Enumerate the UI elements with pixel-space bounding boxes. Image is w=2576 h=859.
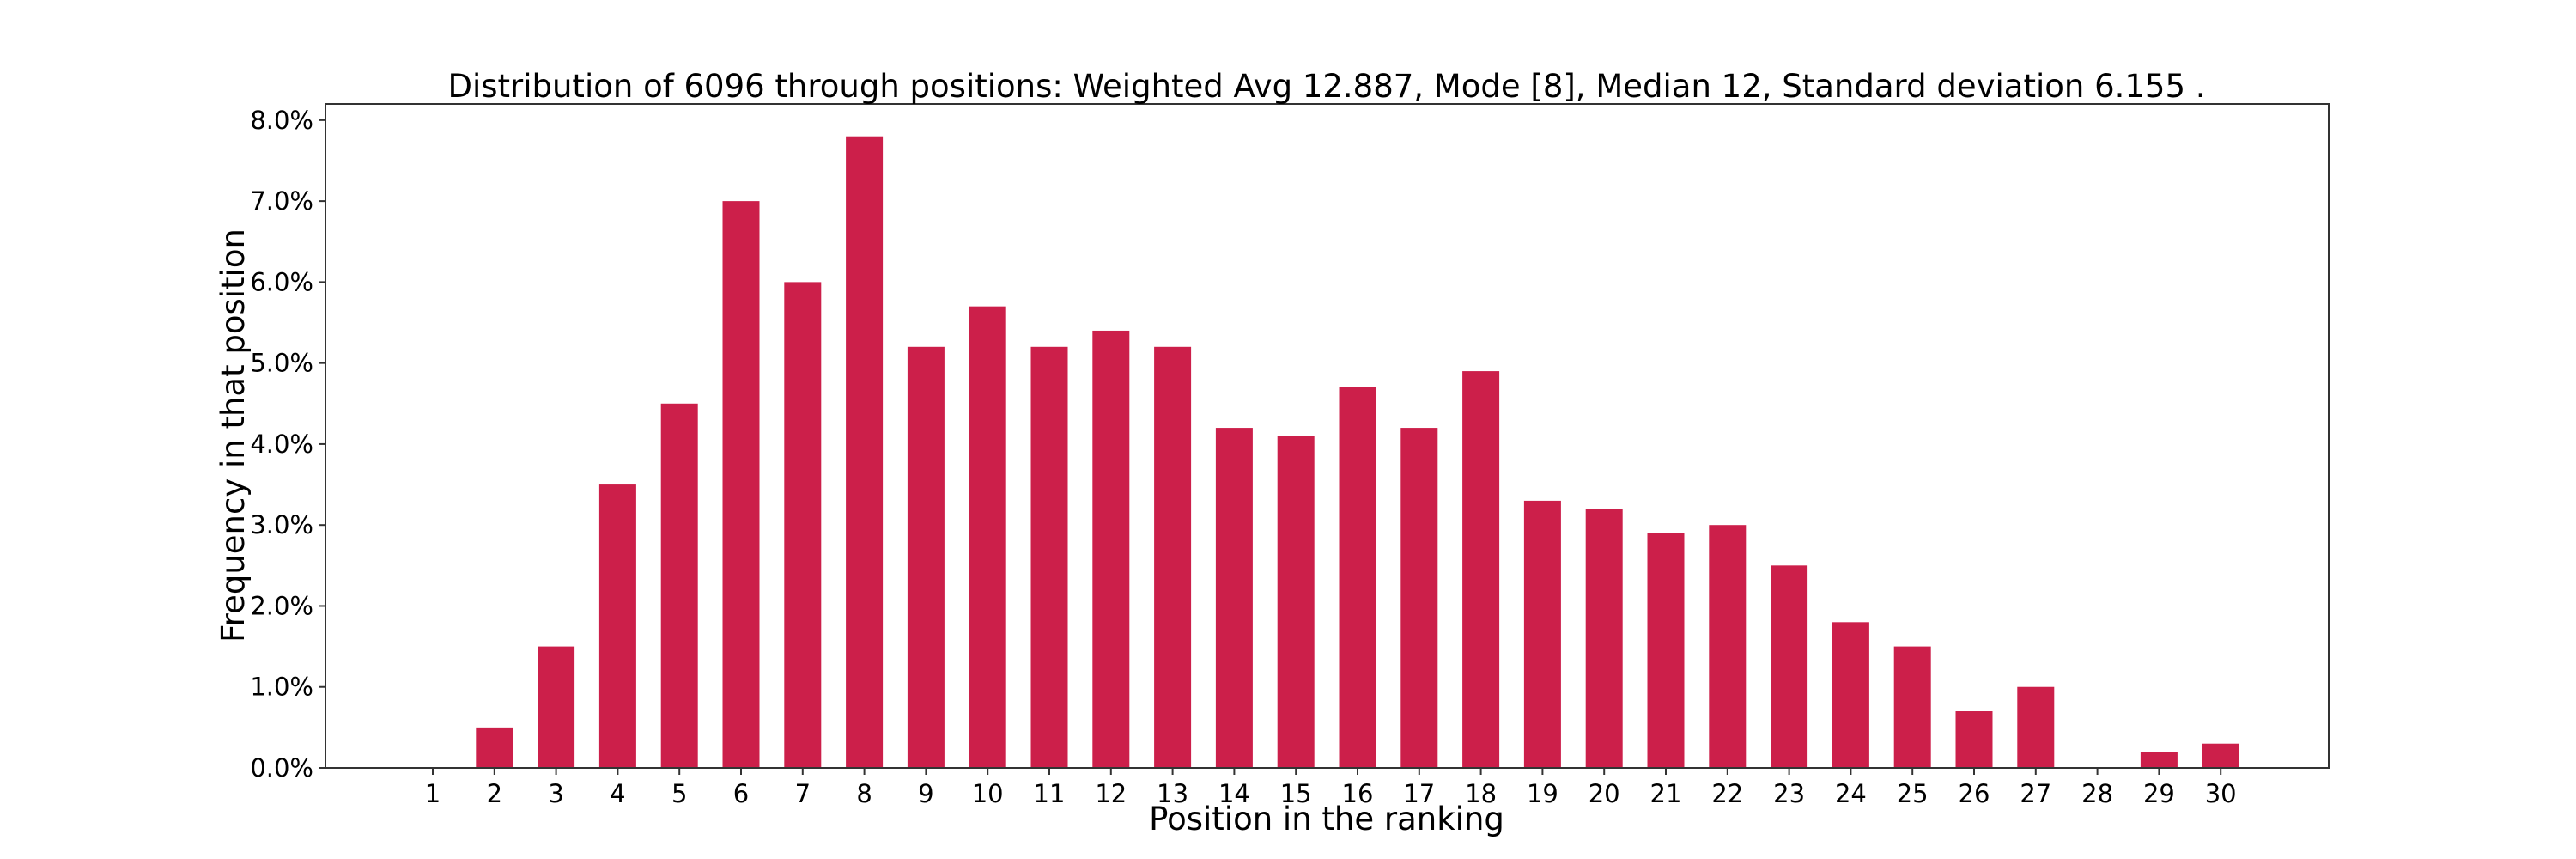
x-tick-label: 19: [1527, 779, 1558, 808]
bar-position-20: [1585, 509, 1623, 768]
x-tick-label: 22: [1711, 779, 1743, 808]
plot-frame: [325, 103, 2330, 769]
x-tick-label: 9: [918, 779, 933, 808]
bar-position-9: [907, 346, 945, 768]
bar-position-25: [1893, 646, 1931, 768]
bar-position-5: [660, 403, 698, 768]
bar-position-13: [1154, 346, 1192, 768]
x-tick-label: 7: [795, 779, 811, 808]
y-tick-label: 3.0%: [250, 510, 313, 539]
x-tick-label: 29: [2143, 779, 2175, 808]
x-tick-label: 15: [1280, 779, 1312, 808]
bar-position-29: [2140, 752, 2178, 768]
x-tick-label: 17: [1403, 779, 1435, 808]
bar-position-26: [1955, 711, 1993, 768]
x-tick-label: 14: [1218, 779, 1250, 808]
chart-title: Distribution of 6096 through positions: …: [447, 68, 2205, 105]
y-tick-label: 6.0%: [250, 267, 313, 296]
x-tick-label: 25: [1897, 779, 1929, 808]
bar-position-19: [1523, 500, 1561, 768]
bar-position-16: [1339, 387, 1376, 768]
y-tick-label: 1.0%: [250, 673, 313, 702]
x-tick-label: 28: [2081, 779, 2113, 808]
y-tick-label: 0.0%: [250, 753, 313, 783]
bar-position-21: [1647, 533, 1685, 768]
bar-position-23: [1771, 565, 1808, 768]
y-tick-label: 8.0%: [250, 106, 313, 135]
bar-position-3: [538, 646, 575, 768]
bar-position-11: [1030, 346, 1068, 768]
y-axis-label: Frequency in that position: [215, 228, 252, 643]
bar-position-15: [1277, 436, 1315, 768]
y-axis-ticks: 0.0% 1.0% 2.0% 3.0% 4.0% 5.0% 6.0% 7.0% 8.0%: [250, 106, 325, 783]
bar-position-2: [476, 727, 513, 768]
x-axis-ticks: 1 2 3 4 5 6 7 8 9 10 11 12 13 14 15 16 17 18 19 20 21 22 23 24 2…: [425, 768, 2237, 808]
x-tick-label: 16: [1342, 779, 1374, 808]
x-tick-label: 24: [1835, 779, 1867, 808]
x-tick-label: 30: [2205, 779, 2237, 808]
x-tick-label: 21: [1650, 779, 1682, 808]
bar-position-18: [1462, 371, 1500, 768]
bar-position-27: [2017, 686, 2055, 768]
x-tick-label: 1: [425, 779, 440, 808]
x-tick-label: 27: [2020, 779, 2051, 808]
x-tick-label: 2: [487, 779, 502, 808]
x-axis-label: Position in the ranking: [1149, 801, 1504, 838]
x-tick-label: 20: [1589, 779, 1620, 808]
y-tick-label: 5.0%: [250, 349, 313, 378]
bar-position-30: [2202, 743, 2239, 768]
bar-position-12: [1092, 330, 1130, 768]
bar-position-4: [598, 484, 636, 768]
bar-position-24: [1832, 622, 1869, 768]
x-tick-label: 13: [1157, 779, 1188, 808]
bar-position-17: [1400, 428, 1438, 768]
bar-position-7: [784, 282, 822, 768]
x-tick-label: 6: [733, 779, 749, 808]
y-tick-label: 7.0%: [250, 186, 313, 216]
bar-position-14: [1215, 428, 1253, 768]
x-tick-label: 4: [610, 779, 625, 808]
x-tick-label: 12: [1095, 779, 1127, 808]
x-tick-label: 18: [1465, 779, 1497, 808]
bar-position-22: [1709, 525, 1747, 768]
x-tick-label: 23: [1773, 779, 1805, 808]
y-tick-label: 4.0%: [250, 430, 313, 459]
bar-position-8: [846, 136, 884, 768]
bar-position-10: [969, 306, 1006, 768]
y-tick-label: 2.0%: [250, 591, 313, 620]
bars-layer: [476, 136, 2239, 768]
x-tick-label: 26: [1959, 779, 1990, 808]
x-tick-label: 10: [972, 779, 1004, 808]
x-tick-label: 5: [671, 779, 687, 808]
x-tick-label: 3: [548, 779, 563, 808]
x-tick-label: 11: [1034, 779, 1066, 808]
bar-position-6: [722, 201, 760, 768]
x-tick-label: 8: [856, 779, 872, 808]
